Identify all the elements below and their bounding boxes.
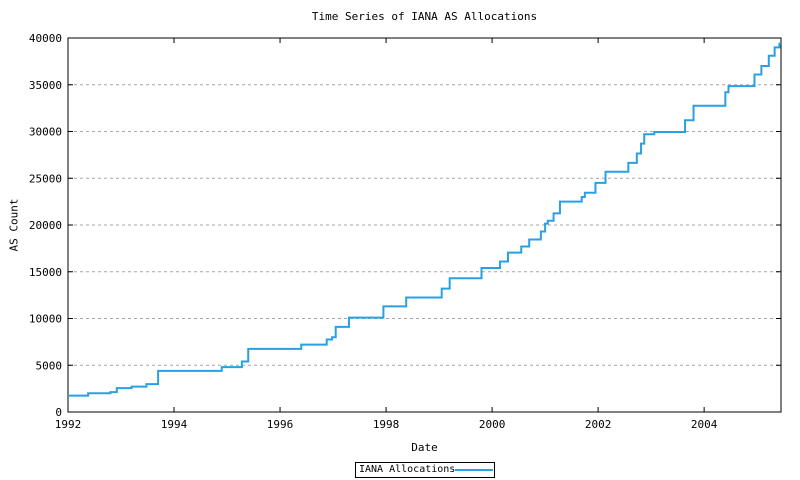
- y-tick-label: 40000: [29, 32, 62, 45]
- y-tick-label: 35000: [29, 79, 62, 92]
- y-tick-label: 15000: [29, 266, 62, 279]
- x-tick-label: 1996: [267, 418, 294, 431]
- x-tick-label: 1998: [373, 418, 400, 431]
- x-tick-label: 1992: [55, 418, 82, 431]
- legend-box: IANA Allocations: [355, 462, 495, 478]
- x-tick-label: 1994: [161, 418, 188, 431]
- x-tick-label: 2004: [691, 418, 718, 431]
- y-tick-label: 5000: [36, 359, 63, 372]
- legend-series-label: IANA Allocations: [359, 464, 456, 475]
- y-tick-label: 25000: [29, 172, 62, 185]
- y-tick-label: 30000: [29, 126, 62, 139]
- data-series-line: [68, 42, 781, 397]
- y-tick-label: 20000: [29, 219, 62, 232]
- x-tick-label: 2000: [479, 418, 506, 431]
- y-tick-label: 0: [55, 406, 62, 419]
- chart-title: Time Series of IANA AS Allocations: [311, 10, 538, 23]
- y-tick-label: 10000: [29, 313, 62, 326]
- x-axis-label: Date: [411, 441, 438, 454]
- legend-line-sample: [455, 469, 494, 471]
- x-tick-label: 2002: [585, 418, 612, 431]
